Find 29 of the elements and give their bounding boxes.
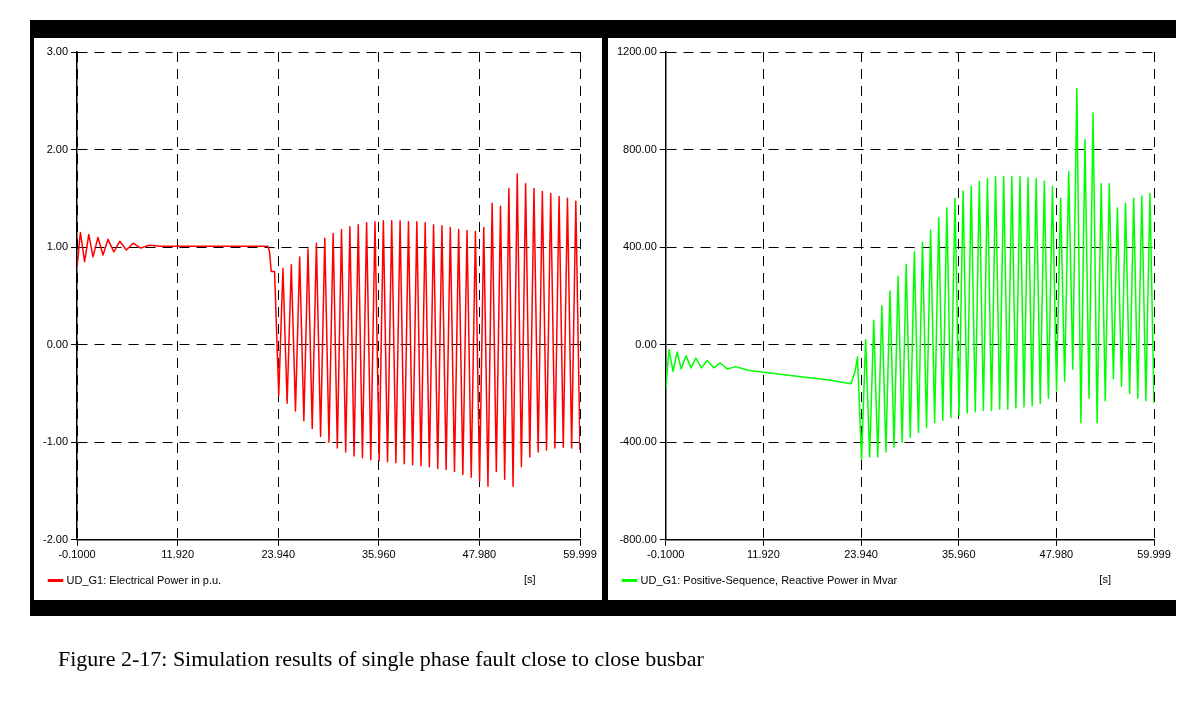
legend-label: UD_G1: Electrical Power in p.u. — [66, 573, 222, 586]
y-tick-label: -400.00 — [619, 435, 657, 448]
legend-label: UD_G1: Positive-Sequence, Reactive Power in Mvar — [640, 573, 898, 586]
x-tick-label: 47.980 — [462, 548, 497, 561]
y-tick-label: -2.00 — [42, 532, 69, 545]
x-tick-label: 23.940 — [261, 548, 296, 561]
y-tick-label: 0.00 — [635, 337, 657, 350]
y-tick-label: -1.00 — [42, 435, 69, 448]
y-tick-label: -800.00 — [619, 532, 657, 545]
y-tick-label: 2.00 — [46, 142, 69, 155]
x-tick-label: 59.999 — [563, 548, 597, 561]
x-tick-label: 11.920 — [747, 548, 780, 561]
x-tick-label: -0.1000 — [647, 548, 685, 561]
y-tick-label: 400.00 — [623, 240, 657, 253]
x-axis-title: [s] — [1099, 572, 1111, 585]
y-tick-label: 1.00 — [46, 240, 69, 253]
x-tick-label: 11.920 — [161, 548, 195, 561]
caption: Figure 2-17: Simulation results of single phase fault close to close busbar — [58, 646, 704, 672]
x-tick-label: 47.980 — [1039, 548, 1074, 561]
y-tick-label: 3.00 — [46, 45, 69, 58]
x-tick-label: 35.960 — [941, 548, 976, 561]
y-tick-label: 1200.00 — [617, 45, 657, 58]
x-tick-label: 23.940 — [844, 548, 878, 561]
x-axis-title: [s] — [523, 572, 536, 585]
y-tick-label: 0.00 — [46, 337, 69, 350]
x-tick-label: 35.960 — [362, 548, 396, 561]
x-tick-label: -0.1000 — [58, 548, 96, 561]
x-tick-label: 59.999 — [1137, 548, 1171, 561]
y-tick-label: 800.00 — [623, 142, 657, 155]
